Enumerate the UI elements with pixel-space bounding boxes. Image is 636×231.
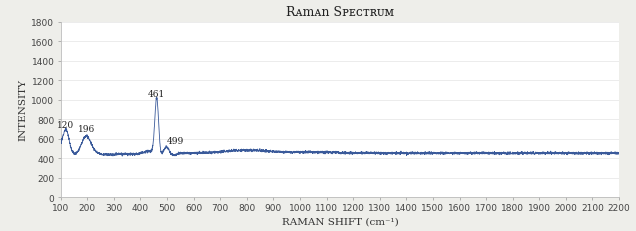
Text: 196: 196 xyxy=(78,125,95,134)
Text: 461: 461 xyxy=(148,89,165,98)
Text: 120: 120 xyxy=(57,120,74,129)
Title: Rᴀmᴀn Sᴘᴇᴄᴛʀᴜᴍ: Rᴀmᴀn Sᴘᴇᴄᴛʀᴜᴍ xyxy=(286,6,394,18)
X-axis label: RAMAN SHIFT (cm⁻¹): RAMAN SHIFT (cm⁻¹) xyxy=(282,216,398,225)
Text: 499: 499 xyxy=(167,136,184,145)
Y-axis label: INTENSITY: INTENSITY xyxy=(18,79,27,141)
